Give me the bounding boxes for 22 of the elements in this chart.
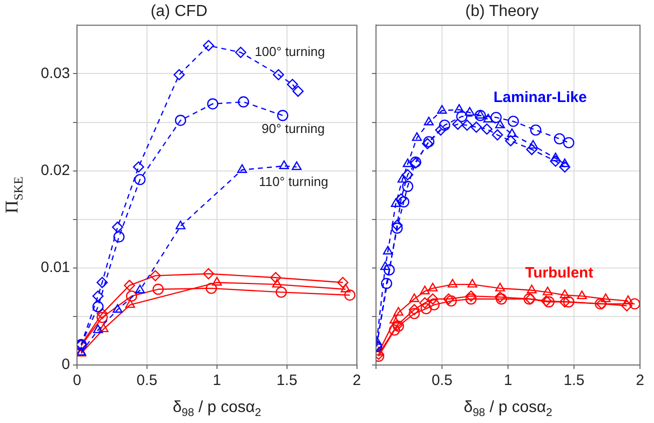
annotation: 100° turning	[254, 44, 325, 59]
x-tick-label: 0.5	[136, 372, 158, 390]
y-tick-label: 0.01	[40, 259, 70, 276]
x-tick-label: 1.5	[564, 372, 584, 390]
x-tick-label: 1.5	[276, 372, 298, 390]
x-tick-label: 2	[636, 372, 644, 390]
x-tick-label: 2	[352, 372, 361, 390]
x-axis-title: δ$_{98}$ / p cosα$_{2}$	[464, 398, 552, 419]
x-axis-title: δ$_{98}$ / p cosα$_{2}$	[172, 398, 262, 419]
chart-title: (b) Theory	[465, 3, 539, 20]
y-tick-label: 0	[62, 356, 70, 374]
y-tick-label: 0.02	[40, 162, 70, 179]
annotation: 110° turning	[258, 174, 328, 190]
x-tick-label: 0	[72, 372, 82, 390]
annotation: Laminar-Like	[493, 89, 587, 106]
x-tick-label: 1	[212, 372, 222, 390]
x-tick-label: 0.5	[432, 372, 452, 390]
y-tick-label: 0.03	[40, 64, 70, 82]
chart-title: (a) CFD	[150, 3, 208, 20]
annotation: Turbulent	[525, 264, 594, 282]
annotation: 90° turning	[262, 120, 325, 136]
x-tick-label: 1	[504, 372, 512, 390]
